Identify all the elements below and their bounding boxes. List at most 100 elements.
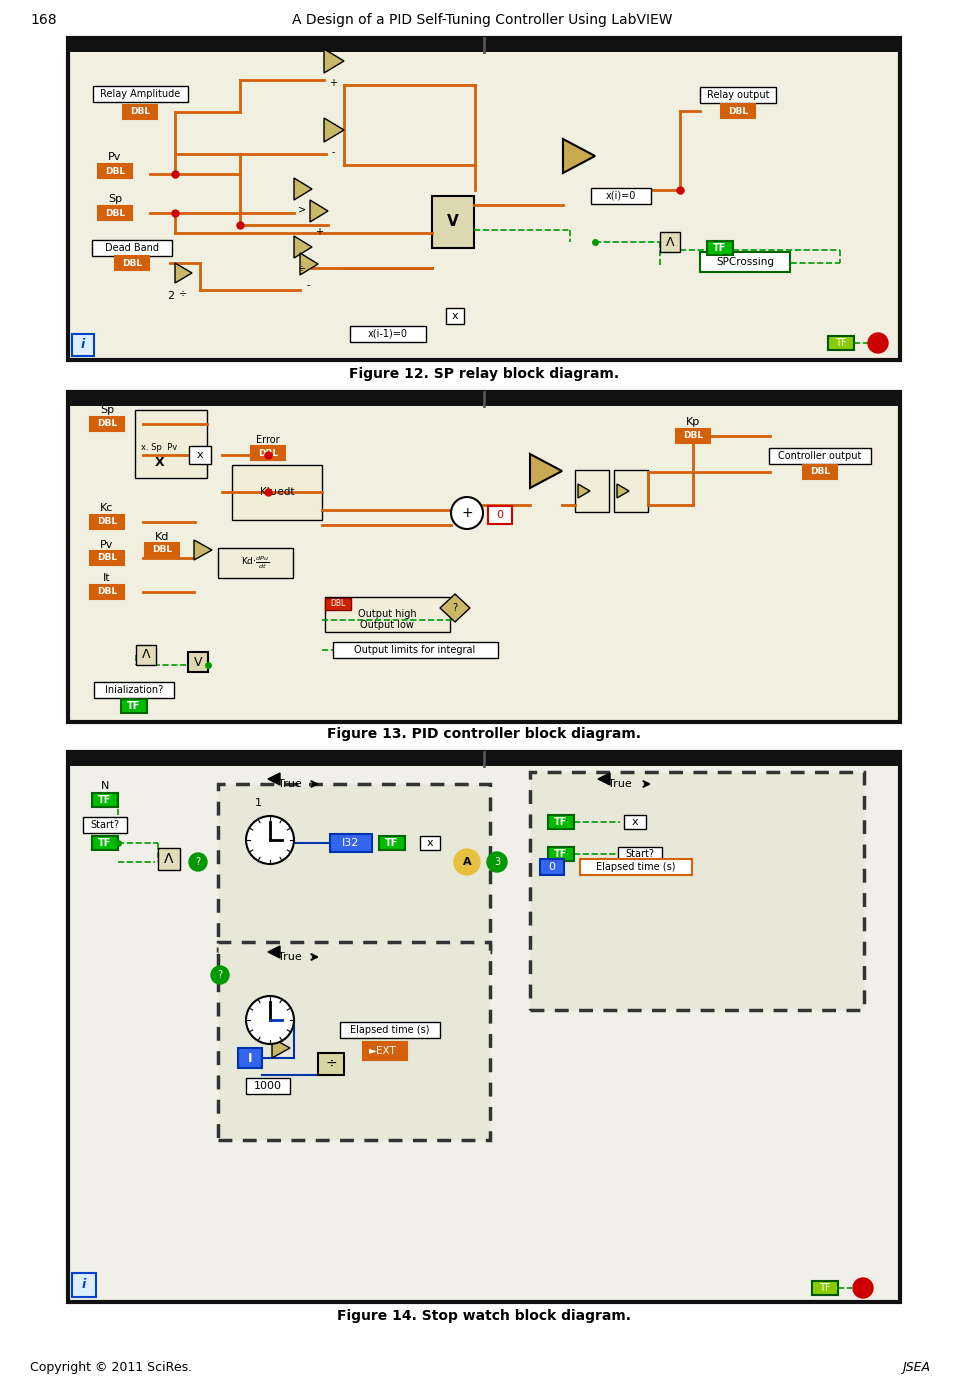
Text: x: x	[631, 816, 638, 827]
FancyBboxPatch shape	[251, 446, 285, 460]
FancyBboxPatch shape	[68, 37, 900, 360]
Text: SPCrossing: SPCrossing	[716, 256, 774, 267]
Text: >: >	[298, 205, 306, 215]
FancyBboxPatch shape	[363, 1042, 407, 1060]
FancyBboxPatch shape	[98, 164, 132, 177]
FancyBboxPatch shape	[769, 448, 871, 464]
FancyBboxPatch shape	[618, 847, 662, 861]
FancyBboxPatch shape	[700, 87, 776, 103]
Polygon shape	[272, 1038, 290, 1058]
Text: TF: TF	[554, 816, 568, 827]
FancyBboxPatch shape	[333, 642, 497, 658]
FancyBboxPatch shape	[660, 231, 680, 252]
Text: X: X	[155, 456, 165, 468]
FancyBboxPatch shape	[90, 552, 124, 565]
FancyBboxPatch shape	[72, 1272, 96, 1297]
Text: V: V	[194, 656, 202, 668]
FancyBboxPatch shape	[68, 753, 900, 1301]
FancyBboxPatch shape	[136, 644, 156, 665]
Text: Output high: Output high	[358, 608, 416, 620]
Polygon shape	[294, 236, 312, 258]
Text: DBL: DBL	[728, 107, 748, 115]
FancyBboxPatch shape	[828, 335, 854, 351]
FancyBboxPatch shape	[420, 836, 440, 850]
FancyBboxPatch shape	[90, 585, 124, 599]
Text: Kc: Kc	[100, 503, 114, 513]
FancyBboxPatch shape	[83, 816, 127, 833]
Circle shape	[487, 852, 507, 872]
FancyBboxPatch shape	[92, 240, 172, 256]
Text: Sp: Sp	[100, 405, 114, 414]
Text: Λ: Λ	[666, 236, 674, 248]
Text: I32: I32	[342, 839, 360, 848]
Circle shape	[451, 498, 483, 529]
Text: Dead Band: Dead Band	[105, 243, 159, 254]
Text: DBL: DBL	[258, 449, 278, 457]
FancyBboxPatch shape	[158, 848, 180, 870]
FancyBboxPatch shape	[68, 392, 900, 406]
Text: Output limits for integral: Output limits for integral	[355, 644, 475, 656]
Text: N: N	[101, 780, 109, 791]
FancyBboxPatch shape	[98, 207, 132, 220]
Text: I: I	[248, 1052, 253, 1064]
Text: DBL: DBL	[97, 588, 117, 596]
Text: True: True	[279, 952, 302, 962]
FancyBboxPatch shape	[446, 308, 464, 324]
Text: Elapsed time (s): Elapsed time (s)	[597, 862, 676, 872]
Text: Kp: Kp	[685, 417, 700, 427]
Text: 2: 2	[168, 291, 174, 301]
Text: KI∪edt: KI∪edt	[259, 486, 294, 498]
FancyBboxPatch shape	[721, 104, 755, 118]
Text: x: x	[427, 839, 433, 848]
Text: DBL: DBL	[683, 431, 703, 441]
Polygon shape	[268, 773, 280, 784]
Text: -: -	[332, 147, 335, 157]
Text: i: i	[82, 1278, 86, 1292]
Text: 168: 168	[30, 12, 57, 26]
Text: x(i-1)=0: x(i-1)=0	[368, 328, 408, 340]
Text: ?: ?	[452, 603, 458, 613]
Text: DBL: DBL	[810, 467, 830, 477]
Text: Kd$\cdot\frac{dPu}{dt}$: Kd$\cdot\frac{dPu}{dt}$	[241, 554, 269, 571]
Text: DBL: DBL	[331, 600, 346, 608]
FancyBboxPatch shape	[93, 86, 188, 103]
Text: TF: TF	[835, 338, 846, 348]
Circle shape	[189, 852, 207, 870]
Circle shape	[853, 1278, 873, 1299]
Text: Λ: Λ	[142, 649, 150, 661]
FancyBboxPatch shape	[123, 105, 157, 119]
Polygon shape	[324, 118, 344, 141]
Text: TF: TF	[98, 796, 112, 805]
Text: Figure 12. SP relay block diagram.: Figure 12. SP relay block diagram.	[349, 367, 619, 381]
Text: Relay output: Relay output	[707, 90, 769, 100]
Text: Figure 14. Stop watch block diagram.: Figure 14. Stop watch block diagram.	[337, 1308, 631, 1324]
Text: Λ: Λ	[164, 852, 174, 866]
Text: Controller output: Controller output	[778, 450, 862, 462]
Text: 3: 3	[494, 857, 500, 868]
FancyBboxPatch shape	[614, 470, 648, 511]
FancyBboxPatch shape	[188, 651, 208, 672]
FancyBboxPatch shape	[72, 334, 94, 356]
Text: Copyright © 2011 SciRes.: Copyright © 2011 SciRes.	[30, 1361, 192, 1375]
FancyBboxPatch shape	[330, 834, 372, 852]
FancyBboxPatch shape	[135, 410, 207, 478]
Text: +: +	[329, 78, 337, 87]
Text: ►EXT: ►EXT	[369, 1046, 397, 1056]
FancyBboxPatch shape	[68, 37, 900, 53]
FancyBboxPatch shape	[218, 547, 293, 578]
Text: x(i)=0: x(i)=0	[605, 191, 636, 201]
FancyBboxPatch shape	[379, 836, 405, 850]
Text: DBL: DBL	[130, 108, 150, 116]
Text: Pv: Pv	[100, 541, 114, 550]
Text: 0: 0	[549, 862, 555, 872]
FancyBboxPatch shape	[232, 464, 322, 520]
Text: +: +	[461, 506, 472, 520]
Polygon shape	[530, 455, 562, 488]
Text: It: It	[103, 572, 111, 584]
Text: DBL: DBL	[97, 553, 117, 563]
Circle shape	[211, 966, 229, 984]
Text: ÷: ÷	[325, 1058, 336, 1071]
Text: TF: TF	[386, 839, 399, 848]
Text: Start?: Start?	[91, 821, 120, 830]
Polygon shape	[440, 595, 470, 622]
